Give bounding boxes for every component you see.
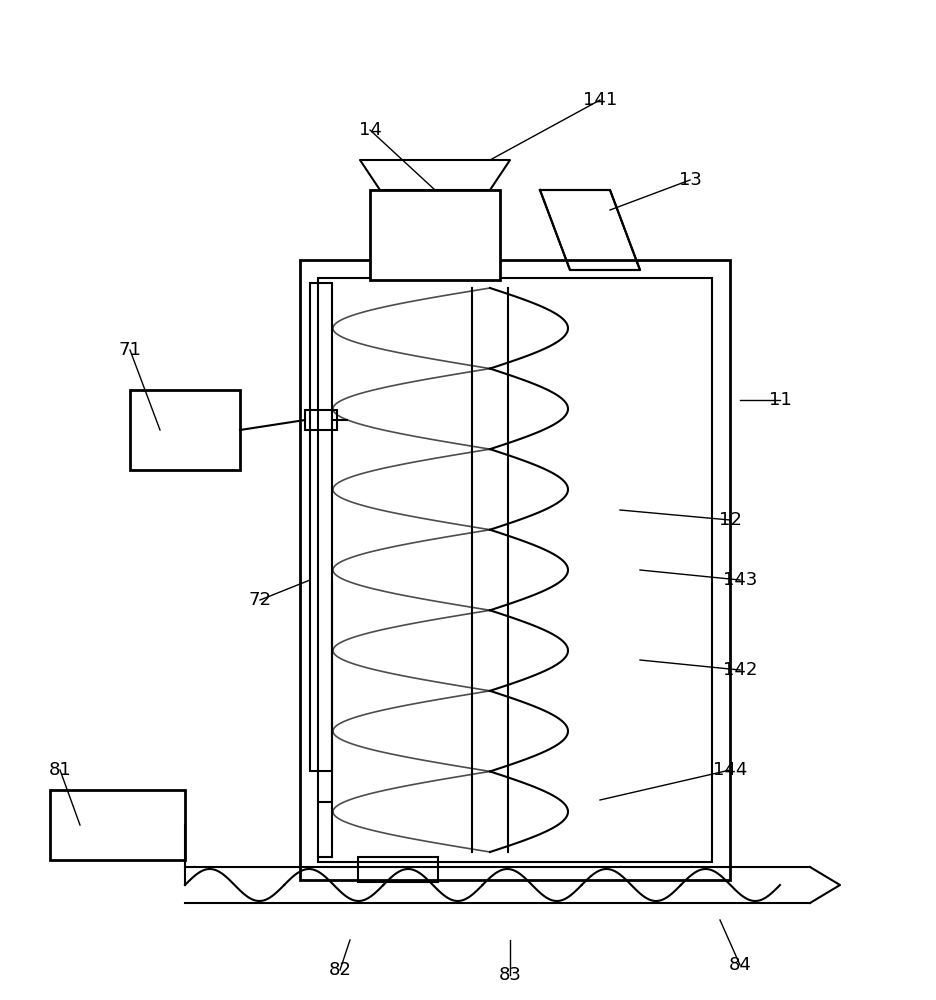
Text: 144: 144 (713, 761, 747, 779)
Text: 143: 143 (723, 571, 757, 589)
Text: 14: 14 (358, 121, 382, 139)
Bar (358, 857, 438, 882)
Text: 12: 12 (719, 511, 741, 529)
Bar (305, 410, 337, 430)
Text: 142: 142 (723, 661, 757, 679)
Text: 83: 83 (499, 966, 521, 984)
Text: 141: 141 (583, 91, 617, 109)
Text: 81: 81 (49, 761, 71, 779)
Text: 13: 13 (679, 171, 701, 189)
Bar (370, 190, 500, 280)
Bar (50, 790, 185, 860)
Text: 84: 84 (728, 956, 752, 974)
Bar (318, 278, 712, 862)
Bar (130, 390, 240, 470)
Text: 82: 82 (329, 961, 351, 979)
Bar (300, 260, 730, 880)
Text: 71: 71 (119, 341, 141, 359)
Text: 11: 11 (768, 391, 791, 409)
Text: 72: 72 (248, 591, 271, 609)
Bar (310, 283, 332, 771)
